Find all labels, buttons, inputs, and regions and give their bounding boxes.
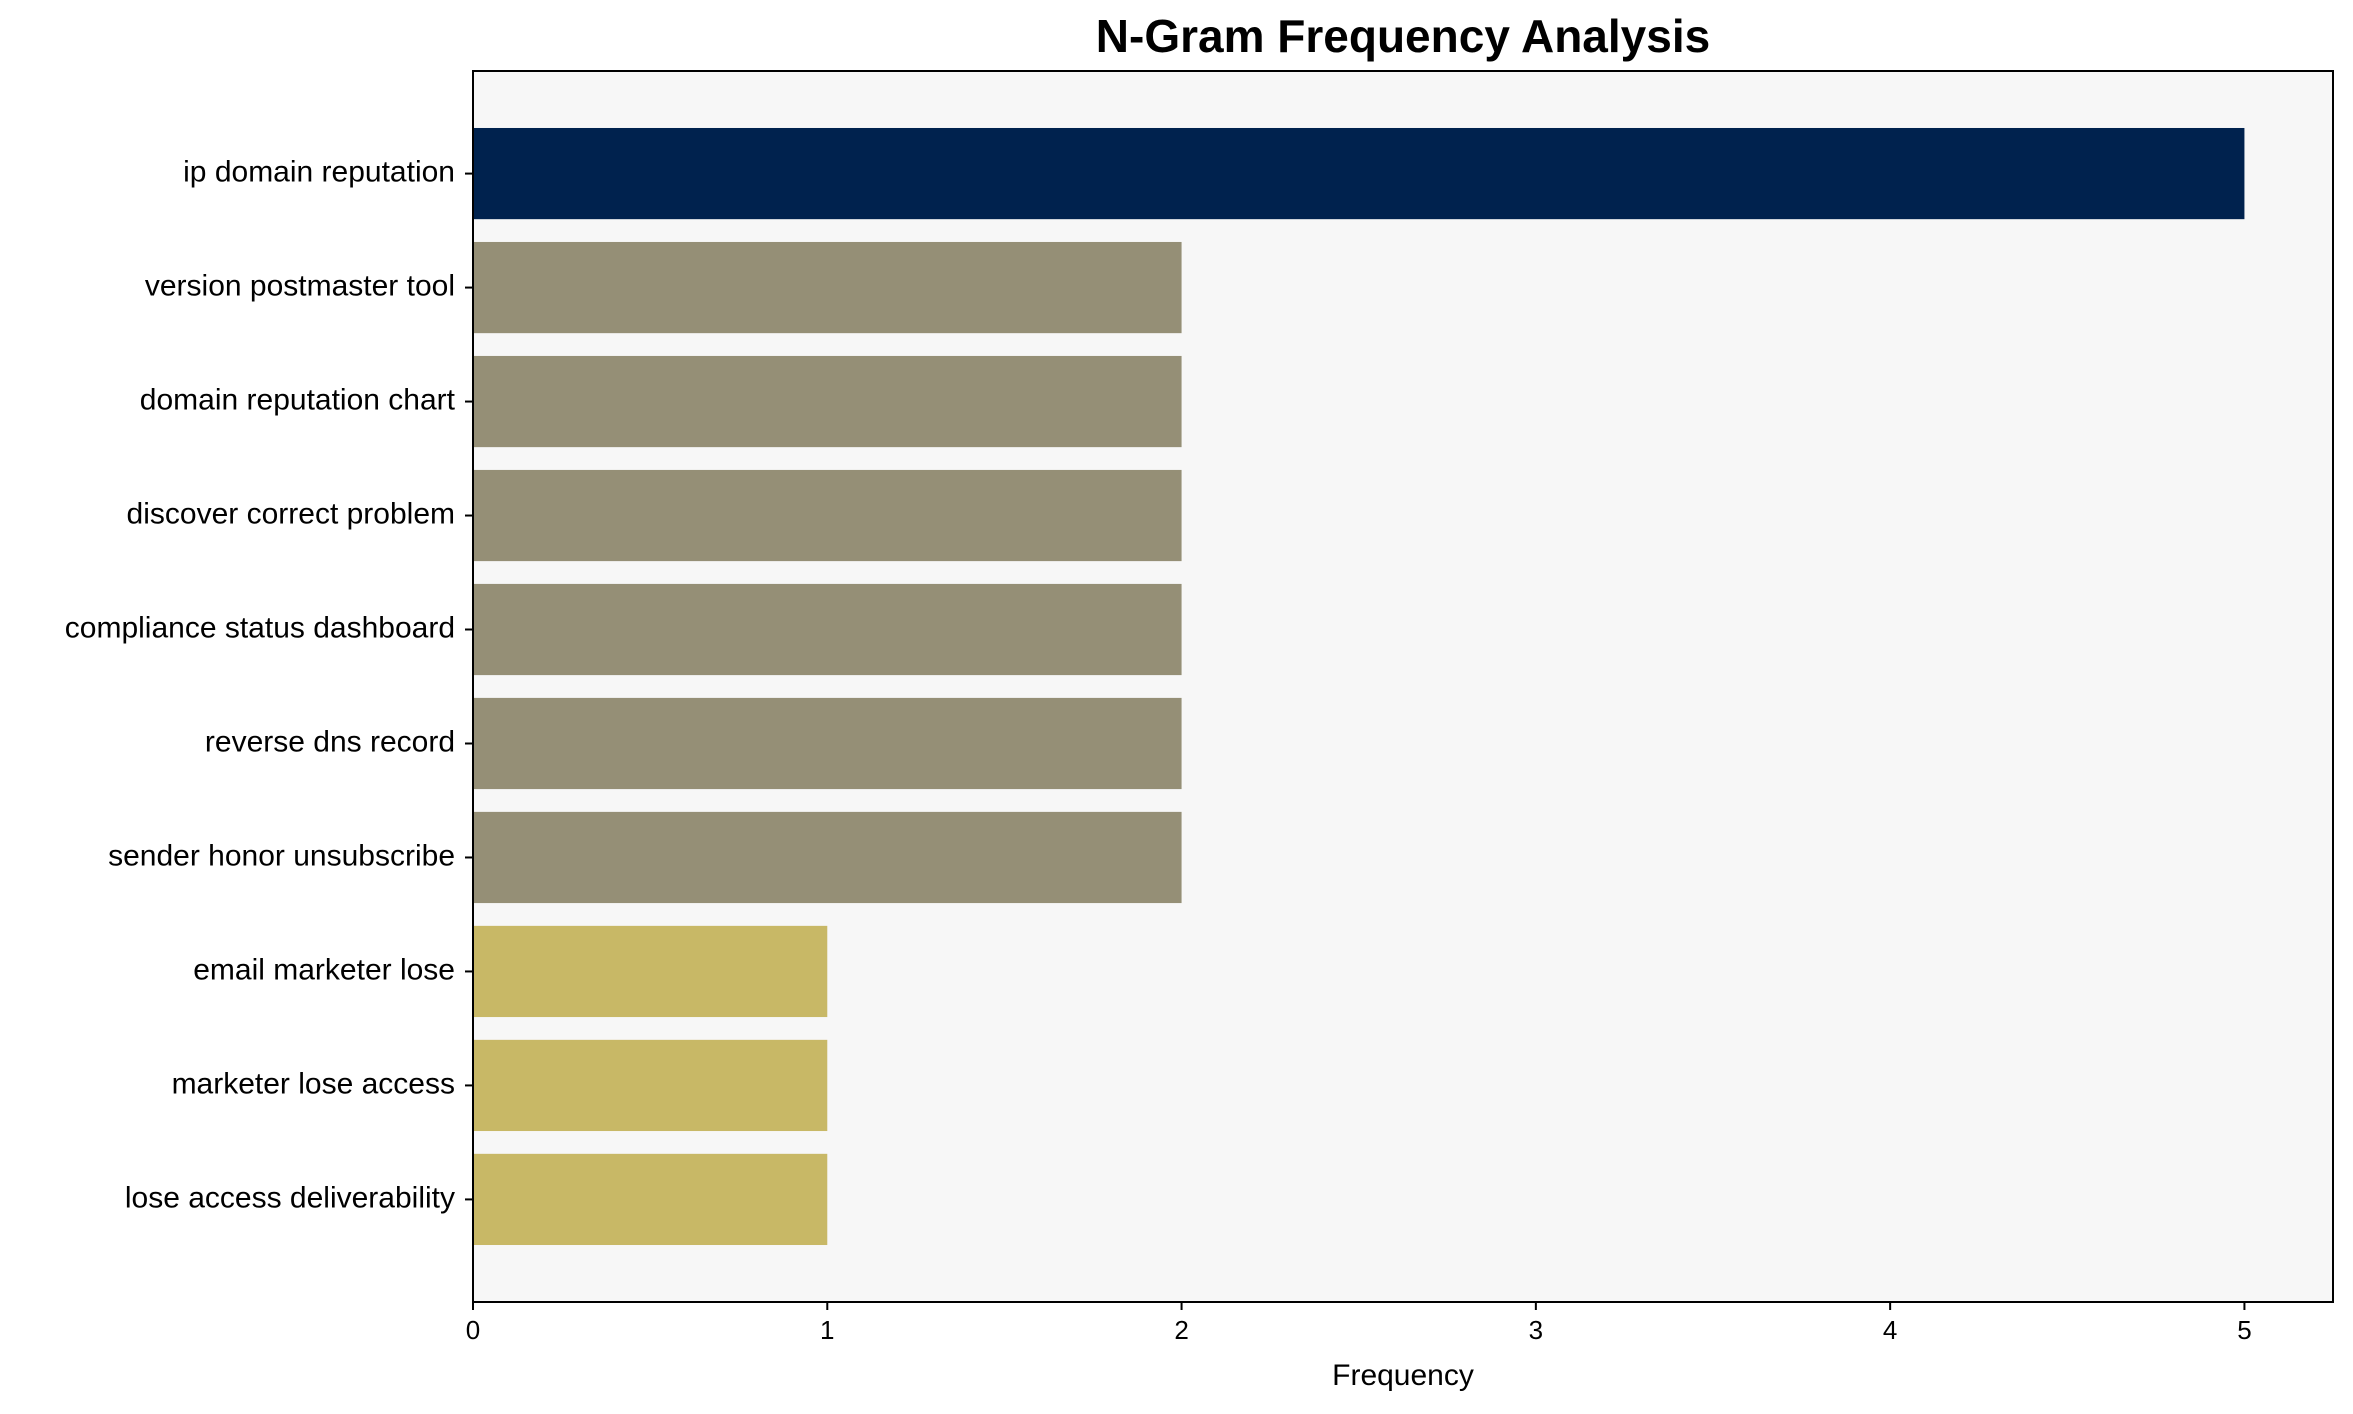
x-tick-label: 1: [820, 1315, 834, 1345]
plot-frame: [472, 70, 2334, 1303]
bar: [473, 811, 1182, 904]
y-tick-label: marketer lose access: [172, 1067, 455, 1100]
bar: [473, 127, 2245, 220]
x-tick-label: 3: [1529, 1315, 1543, 1345]
bar: [473, 925, 828, 1018]
x-tick-label: 4: [1883, 1315, 1897, 1345]
y-tick-label: lose access deliverability: [125, 1181, 455, 1214]
chart-title: N-Gram Frequency Analysis: [1096, 10, 1710, 62]
y-tick-label: version postmaster tool: [145, 269, 455, 302]
bar: [473, 697, 1182, 790]
bar: [473, 1153, 828, 1246]
y-tick-label: sender honor unsubscribe: [108, 839, 455, 872]
bar: [473, 355, 1182, 448]
y-tick-label: domain reputation chart: [140, 383, 456, 416]
y-tick-label: reverse dns record: [205, 725, 455, 758]
bar: [473, 1039, 828, 1132]
x-tick-label: 5: [2237, 1315, 2251, 1345]
x-axis-label: Frequency: [1332, 1359, 1474, 1392]
x-tick-label: 0: [466, 1315, 480, 1345]
y-tick-label: email marketer lose: [193, 953, 455, 986]
x-tick-label: 2: [1174, 1315, 1188, 1345]
y-tick-label: compliance status dashboard: [65, 611, 455, 644]
y-tick-label: discover correct problem: [127, 497, 455, 530]
bar: [473, 241, 1182, 334]
y-tick-label: ip domain reputation: [183, 156, 455, 189]
bar: [473, 469, 1182, 562]
bar: [473, 583, 1182, 676]
